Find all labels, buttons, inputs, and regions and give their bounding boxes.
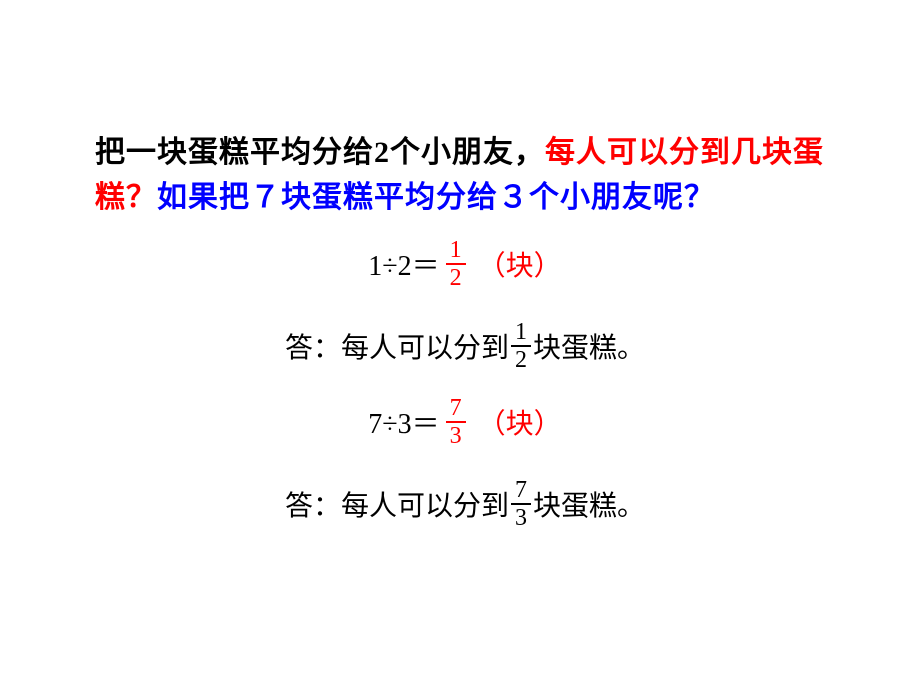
eq2-unit: （块） — [478, 402, 562, 442]
ans2-numerator: 7 — [511, 478, 531, 505]
ans2-suffix: 块蛋糕。 — [533, 484, 645, 524]
ans2-prefix: 答：每人可以分到 — [285, 484, 509, 524]
eq1-fraction: 1 2 — [446, 238, 466, 290]
answer-2: 答：每人可以分到 7 3 块蛋糕。 — [95, 466, 835, 530]
eq2-fraction: 7 3 — [446, 396, 466, 448]
problem-part3: 如果把７块蛋糕平均分给３个小朋友呢？ — [157, 181, 715, 214]
ans1-denominator: 2 — [511, 347, 531, 372]
ans1-prefix: 答：每人可以分到 — [285, 326, 509, 366]
ans1-numerator: 1 — [511, 320, 531, 347]
ans2-fraction: 7 3 — [511, 478, 531, 530]
problem-part1: 把一块蛋糕平均分给2个小朋友， — [95, 136, 545, 169]
equation-1: 1÷2＝ 1 2 （块） — [95, 238, 835, 290]
ans2-denominator: 3 — [511, 505, 531, 530]
equation-2: 7÷3＝ 7 3 （块） — [95, 396, 835, 448]
problem-text: 把一块蛋糕平均分给2个小朋友，每人可以分到几块蛋糕？如果把７块蛋糕平均分给３个小… — [95, 130, 835, 220]
eq1-denominator: 2 — [446, 265, 466, 290]
eq1-lhs: 1÷2＝ — [368, 244, 439, 284]
eq1-numerator: 1 — [446, 238, 466, 265]
eq1-unit: （块） — [478, 244, 562, 284]
eq2-denominator: 3 — [446, 423, 466, 448]
eq2-numerator: 7 — [446, 396, 466, 423]
eq2-lhs: 7÷3＝ — [368, 402, 439, 442]
ans1-fraction: 1 2 — [511, 320, 531, 372]
answer-1: 答：每人可以分到 1 2 块蛋糕。 — [95, 308, 835, 372]
slide-content: 把一块蛋糕平均分给2个小朋友，每人可以分到几块蛋糕？如果把７块蛋糕平均分给３个小… — [95, 130, 835, 530]
ans1-suffix: 块蛋糕。 — [533, 326, 645, 366]
